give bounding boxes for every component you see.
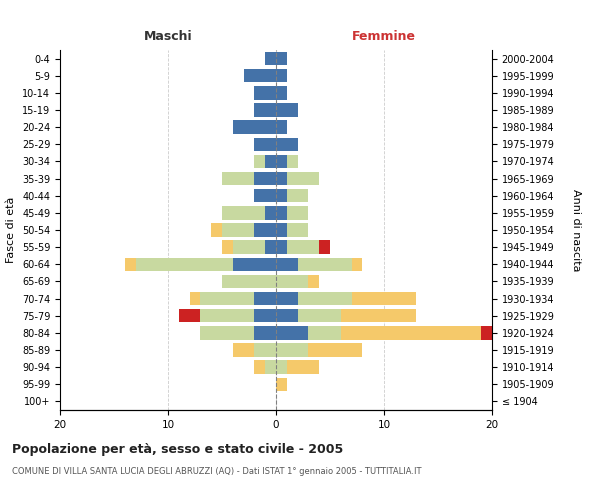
Bar bbox=[276, 326, 308, 340]
Bar bbox=[276, 138, 298, 151]
Bar bbox=[254, 104, 276, 117]
Bar bbox=[276, 104, 298, 117]
Bar bbox=[254, 224, 276, 236]
Bar bbox=[341, 309, 416, 322]
Bar bbox=[276, 258, 298, 271]
Legend: Celibi/Nubili, Coniugati/e, Vedovi/e, Divorziati/e: Celibi/Nubili, Coniugati/e, Vedovi/e, Di… bbox=[94, 0, 458, 3]
Bar bbox=[276, 86, 287, 100]
Bar bbox=[276, 240, 287, 254]
Bar bbox=[254, 309, 276, 322]
Bar bbox=[254, 172, 276, 186]
Bar bbox=[233, 258, 276, 271]
Bar bbox=[276, 172, 287, 186]
Bar bbox=[352, 292, 416, 306]
Text: Maschi: Maschi bbox=[143, 30, 193, 43]
Bar bbox=[287, 224, 308, 236]
Bar bbox=[211, 224, 222, 236]
Text: Popolazione per età, sesso e stato civile - 2005: Popolazione per età, sesso e stato civil… bbox=[12, 442, 343, 456]
Bar bbox=[254, 344, 276, 356]
Bar bbox=[276, 120, 287, 134]
Bar bbox=[254, 326, 276, 340]
Bar bbox=[287, 154, 298, 168]
Bar bbox=[276, 206, 287, 220]
Bar bbox=[222, 240, 233, 254]
Bar bbox=[352, 258, 362, 271]
Bar bbox=[254, 86, 276, 100]
Bar bbox=[276, 52, 287, 66]
Bar bbox=[308, 344, 362, 356]
Bar bbox=[287, 206, 308, 220]
Bar bbox=[276, 154, 287, 168]
Bar bbox=[265, 52, 276, 66]
Bar bbox=[287, 240, 319, 254]
Bar bbox=[222, 206, 265, 220]
Bar bbox=[254, 189, 276, 202]
Bar bbox=[233, 240, 265, 254]
Bar bbox=[481, 326, 492, 340]
Bar bbox=[200, 309, 254, 322]
Bar bbox=[254, 360, 265, 374]
Bar bbox=[254, 138, 276, 151]
Bar bbox=[222, 274, 276, 288]
Bar bbox=[319, 240, 330, 254]
Text: COMUNE DI VILLA SANTA LUCIA DEGLI ABRUZZI (AQ) - Dati ISTAT 1° gennaio 2005 - TU: COMUNE DI VILLA SANTA LUCIA DEGLI ABRUZZ… bbox=[12, 468, 421, 476]
Bar bbox=[276, 69, 287, 82]
Text: Femmine: Femmine bbox=[352, 30, 416, 43]
Bar bbox=[265, 360, 276, 374]
Bar bbox=[179, 309, 200, 322]
Bar bbox=[308, 274, 319, 288]
Bar bbox=[276, 224, 287, 236]
Bar bbox=[222, 172, 254, 186]
Bar bbox=[298, 292, 352, 306]
Bar bbox=[265, 206, 276, 220]
Bar bbox=[298, 258, 352, 271]
Bar bbox=[276, 344, 308, 356]
Bar bbox=[341, 326, 481, 340]
Bar bbox=[233, 344, 254, 356]
Bar bbox=[136, 258, 233, 271]
Bar bbox=[287, 360, 319, 374]
Bar bbox=[125, 258, 136, 271]
Bar bbox=[276, 292, 298, 306]
Bar bbox=[298, 309, 341, 322]
Y-axis label: Anni di nascita: Anni di nascita bbox=[571, 188, 581, 271]
Bar bbox=[190, 292, 200, 306]
Bar bbox=[276, 378, 287, 391]
Y-axis label: Fasce di età: Fasce di età bbox=[7, 197, 16, 263]
Bar bbox=[276, 309, 298, 322]
Bar bbox=[254, 154, 265, 168]
Bar bbox=[287, 172, 319, 186]
Bar bbox=[308, 326, 341, 340]
Bar bbox=[276, 189, 287, 202]
Bar bbox=[265, 240, 276, 254]
Bar bbox=[200, 292, 254, 306]
Bar bbox=[276, 360, 287, 374]
Bar bbox=[200, 326, 254, 340]
Bar bbox=[254, 292, 276, 306]
Bar bbox=[287, 189, 308, 202]
Bar bbox=[222, 224, 254, 236]
Bar bbox=[244, 69, 276, 82]
Bar bbox=[276, 274, 308, 288]
Bar bbox=[265, 154, 276, 168]
Bar bbox=[233, 120, 276, 134]
